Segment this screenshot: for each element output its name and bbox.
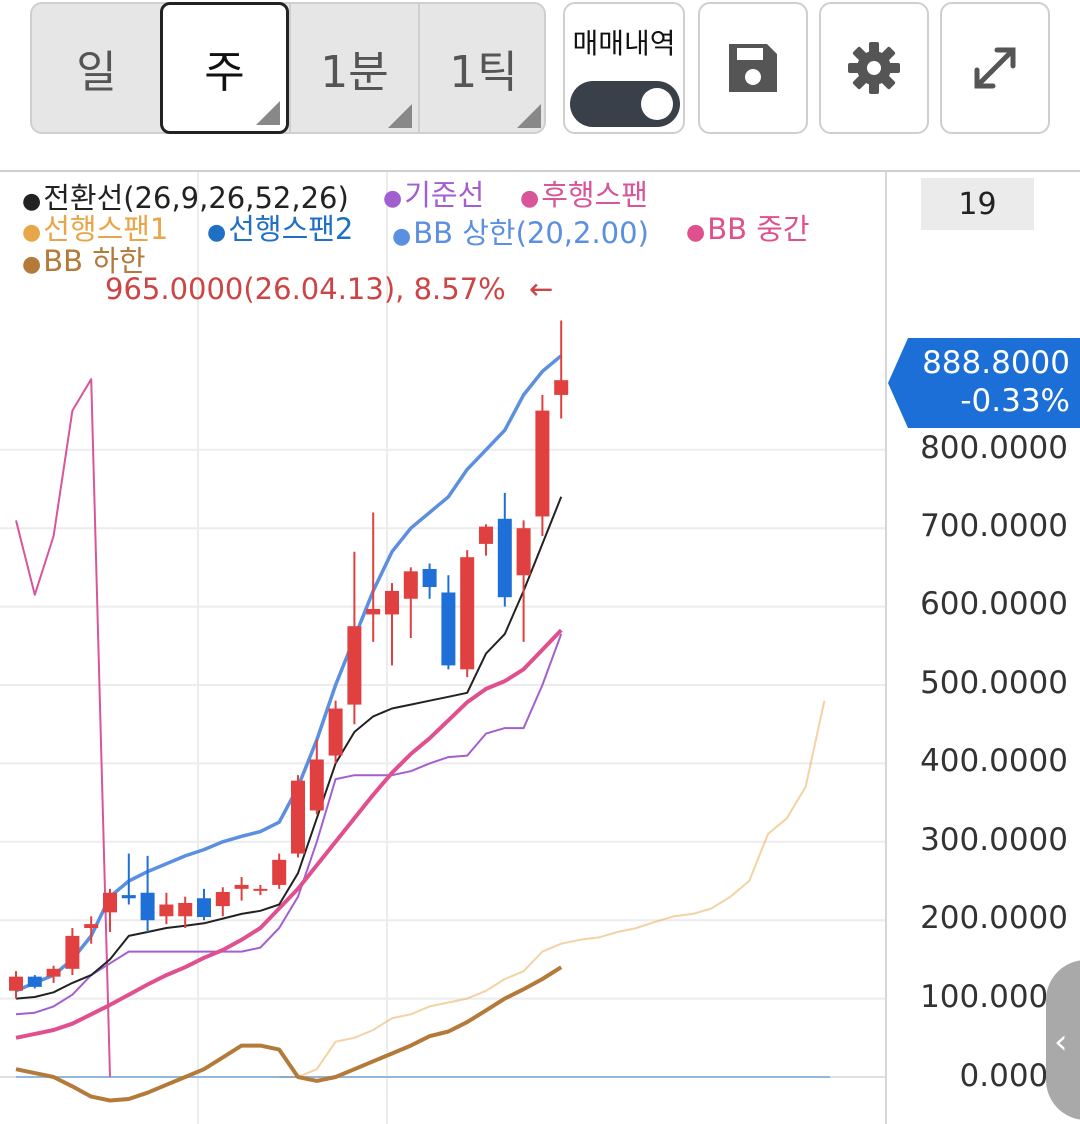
legend-bb-lower: ●BB 하한 — [22, 244, 146, 278]
period-count-box[interactable]: 19 — [921, 178, 1034, 230]
save-button[interactable] — [698, 2, 808, 134]
toggle-knob — [641, 88, 673, 120]
arrow-left-icon: ← — [528, 272, 554, 306]
chart-canvas[interactable] — [0, 172, 885, 1124]
candle-body — [140, 892, 155, 921]
leading-span1-line — [279, 700, 826, 1078]
dropdown-corner-icon — [256, 101, 280, 125]
current-price-value: 888.8000 — [922, 345, 1070, 381]
candle-body — [328, 708, 343, 756]
bb-middle-line — [15, 628, 563, 1040]
conversion-line — [15, 496, 563, 1000]
y-tick-label: 100.0000 — [920, 979, 1068, 1015]
candle-body — [215, 891, 230, 907]
candle-body — [422, 568, 437, 587]
y-tick-label: 300.0000 — [920, 822, 1068, 858]
candle-body — [103, 892, 117, 913]
legend-lagging: ●후행스팬 — [520, 178, 648, 212]
settings-button[interactable] — [819, 2, 929, 134]
candle-body — [554, 380, 569, 395]
period-day-button[interactable]: 일 — [32, 2, 161, 134]
period-week-button[interactable]: 주 — [160, 2, 289, 134]
current-price-tag: 888.8000 -0.33% — [888, 338, 1080, 428]
candle-body — [272, 859, 287, 885]
candle-body — [9, 976, 23, 991]
side-panel-handle[interactable]: ‹ — [1046, 960, 1080, 1120]
legend-leading2: ●선행스팬2 — [207, 212, 354, 246]
legend-bb-upper: ●BB 상한(20,2.00) — [392, 216, 649, 250]
period-tick-label: 1틱 — [449, 47, 518, 98]
candle-body — [159, 904, 174, 917]
trade-history-toggle[interactable]: 매매내역 — [563, 2, 685, 134]
fullscreen-button[interactable] — [940, 2, 1050, 134]
candle-body — [84, 924, 99, 929]
legend-leading1: ●선행스팬1 — [22, 212, 169, 246]
y-tick-label: 700.0000 — [920, 508, 1068, 544]
y-tick-label: 500.0000 — [920, 665, 1068, 701]
toggle-switch[interactable] — [570, 81, 680, 127]
high-price-tooltip: 965.0000(26.04.13), 8.57% ← — [105, 272, 554, 306]
candle-body — [516, 528, 531, 576]
y-tick-label: 400.0000 — [920, 743, 1068, 779]
candle-body — [121, 895, 136, 899]
trade-history-label: 매매내역 — [572, 27, 676, 60]
base-line — [15, 633, 563, 1016]
y-tick-label: 200.0000 — [920, 900, 1068, 936]
save-icon — [729, 44, 777, 92]
candle-body — [535, 410, 550, 517]
period-week-label: 주 — [204, 47, 245, 98]
candle-body — [234, 884, 249, 889]
candle-body — [178, 902, 193, 917]
gear-icon — [848, 42, 900, 94]
candle-body — [197, 898, 211, 918]
legend-base: ●기준선 — [383, 178, 485, 212]
period-minute-label: 1분 — [320, 47, 389, 98]
current-price-change: -0.33% — [960, 383, 1070, 419]
axis-divider — [885, 172, 887, 1124]
expand-icon — [974, 47, 1016, 89]
candle-body — [497, 518, 512, 598]
chevron-left-icon: ‹ — [1054, 1022, 1068, 1062]
candle-body — [65, 935, 80, 969]
lagging-span-line — [15, 378, 111, 1078]
period-minute-button[interactable]: 1분 — [289, 2, 418, 134]
period-tick-button[interactable]: 1틱 — [418, 2, 547, 134]
candle-body — [366, 608, 381, 615]
y-tick-label: 600.0000 — [920, 586, 1068, 622]
dropdown-corner-icon — [388, 104, 412, 128]
candle-body — [460, 557, 475, 670]
candle-body — [479, 526, 493, 544]
toolbar-divider — [0, 170, 1080, 172]
dropdown-corner-icon — [517, 104, 541, 128]
legend-bb-middle: ●BB 중간 — [686, 212, 810, 246]
legend-conversion: ●전환선(26,9,26,52,26) — [22, 181, 349, 215]
candle-body — [441, 592, 456, 666]
candle-body — [46, 968, 61, 977]
bb-lower-line — [15, 965, 563, 1103]
y-tick-label: 800.0000 — [920, 430, 1068, 466]
candle-body — [27, 976, 42, 987]
candle-body — [403, 571, 418, 599]
candle-body — [253, 888, 268, 891]
candle-body — [347, 626, 362, 705]
candle-body — [291, 780, 305, 854]
toolbar: 일 주 1분 1틱 매매내역 — [0, 0, 1080, 150]
candle-body — [309, 759, 324, 811]
period-day-label: 일 — [76, 47, 117, 98]
bb-upper-line — [15, 354, 563, 993]
candle-body — [385, 590, 399, 615]
